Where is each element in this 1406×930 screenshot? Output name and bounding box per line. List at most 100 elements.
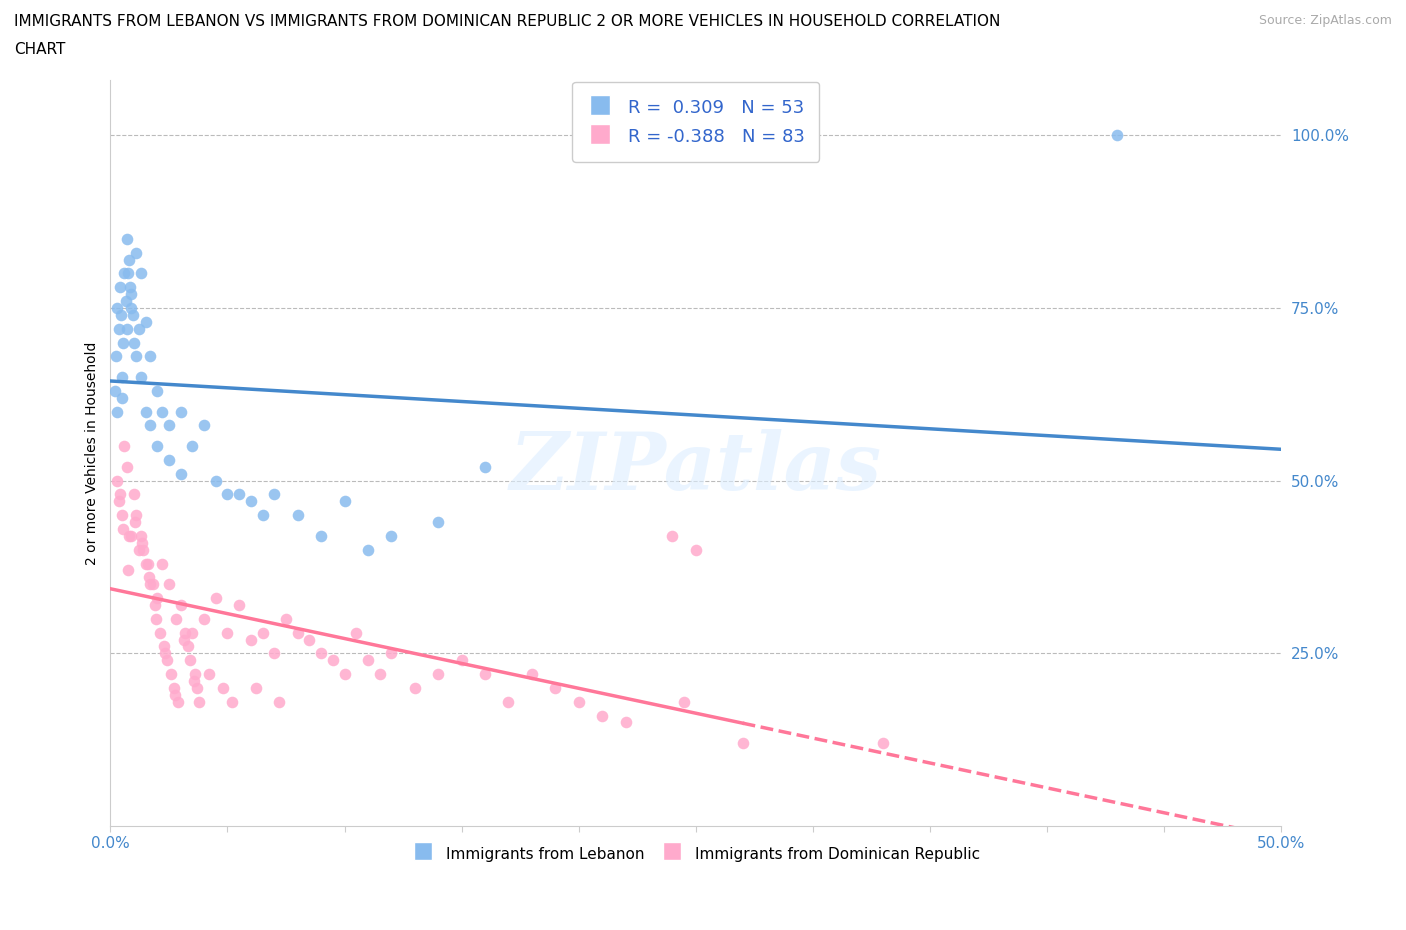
Point <box>150 556 173 571</box>
Point <box>111 369 134 384</box>
Text: ZIPatlas: ZIPatlas <box>510 430 882 507</box>
Point <box>591 708 613 723</box>
Point <box>1107 128 1129 143</box>
Point <box>124 514 146 529</box>
Point <box>309 646 332 661</box>
Point <box>169 405 191 419</box>
Point <box>117 266 139 281</box>
Point <box>115 232 138 246</box>
Point <box>498 695 520 710</box>
Point <box>114 294 136 309</box>
Point <box>252 508 274 523</box>
Point <box>731 736 754 751</box>
Point <box>568 695 591 710</box>
Point <box>404 681 426 696</box>
Point <box>153 639 176 654</box>
Point <box>309 528 332 543</box>
Point <box>872 736 894 751</box>
Point <box>380 646 402 661</box>
Point <box>146 439 169 454</box>
Point <box>139 577 162 591</box>
Point <box>155 653 177 668</box>
Point <box>685 542 707 557</box>
Point <box>135 405 157 419</box>
Point <box>138 570 160 585</box>
Point <box>169 466 191 481</box>
Point <box>155 646 177 661</box>
Point <box>267 695 290 710</box>
Point <box>122 335 145 350</box>
Point <box>111 508 134 523</box>
Point <box>162 681 184 696</box>
Point <box>474 667 496 682</box>
Point <box>176 639 198 654</box>
Point <box>129 369 152 384</box>
Legend: Immigrants from Lebanon, Immigrants from Dominican Republic: Immigrants from Lebanon, Immigrants from… <box>404 837 988 870</box>
Point <box>204 591 226 605</box>
Point <box>129 528 152 543</box>
Point <box>115 459 138 474</box>
Point <box>128 542 150 557</box>
Point <box>181 439 204 454</box>
Point <box>252 625 274 640</box>
Point <box>245 681 267 696</box>
Point <box>263 487 285 502</box>
Point <box>135 556 157 571</box>
Point <box>136 556 159 571</box>
Point <box>118 528 141 543</box>
Point <box>183 667 205 682</box>
Point <box>146 591 169 605</box>
Point <box>157 418 180 432</box>
Point <box>197 667 219 682</box>
Point <box>139 349 162 364</box>
Point <box>108 280 131 295</box>
Point <box>193 611 215 626</box>
Point <box>139 418 162 432</box>
Point <box>298 632 321 647</box>
Point <box>107 405 129 419</box>
Point <box>107 473 129 488</box>
Point <box>263 646 285 661</box>
Point <box>115 321 138 336</box>
Point <box>614 715 637 730</box>
Point <box>108 487 131 502</box>
Point <box>112 335 135 350</box>
Point <box>322 653 344 668</box>
Point <box>357 542 380 557</box>
Point <box>333 667 356 682</box>
Point <box>121 286 143 301</box>
Point <box>125 246 148 260</box>
Point <box>111 391 134 405</box>
Point <box>181 625 204 640</box>
Point <box>380 528 402 543</box>
Point <box>121 308 143 323</box>
Y-axis label: 2 or more Vehicles in Household: 2 or more Vehicles in Household <box>86 341 100 565</box>
Point <box>107 321 129 336</box>
Point <box>188 695 211 710</box>
Point <box>221 695 243 710</box>
Point <box>105 349 128 364</box>
Point <box>357 653 380 668</box>
Point <box>125 349 148 364</box>
Point <box>544 681 567 696</box>
Point <box>118 252 141 267</box>
Point <box>165 611 187 626</box>
Point <box>145 611 167 626</box>
Point <box>174 625 197 640</box>
Point <box>450 653 472 668</box>
Point <box>135 314 157 329</box>
Point <box>333 494 356 509</box>
Text: IMMIGRANTS FROM LEBANON VS IMMIGRANTS FROM DOMINICAN REPUBLIC 2 OR MORE VEHICLES: IMMIGRANTS FROM LEBANON VS IMMIGRANTS FR… <box>14 14 1001 29</box>
Point <box>427 514 450 529</box>
Point <box>107 300 129 315</box>
Point <box>239 494 262 509</box>
Point <box>142 577 165 591</box>
Point <box>217 625 239 640</box>
Point <box>114 439 136 454</box>
Point <box>129 266 152 281</box>
Point <box>120 280 142 295</box>
Point <box>117 563 139 578</box>
Point <box>107 494 129 509</box>
Point <box>239 632 262 647</box>
Point <box>193 418 215 432</box>
